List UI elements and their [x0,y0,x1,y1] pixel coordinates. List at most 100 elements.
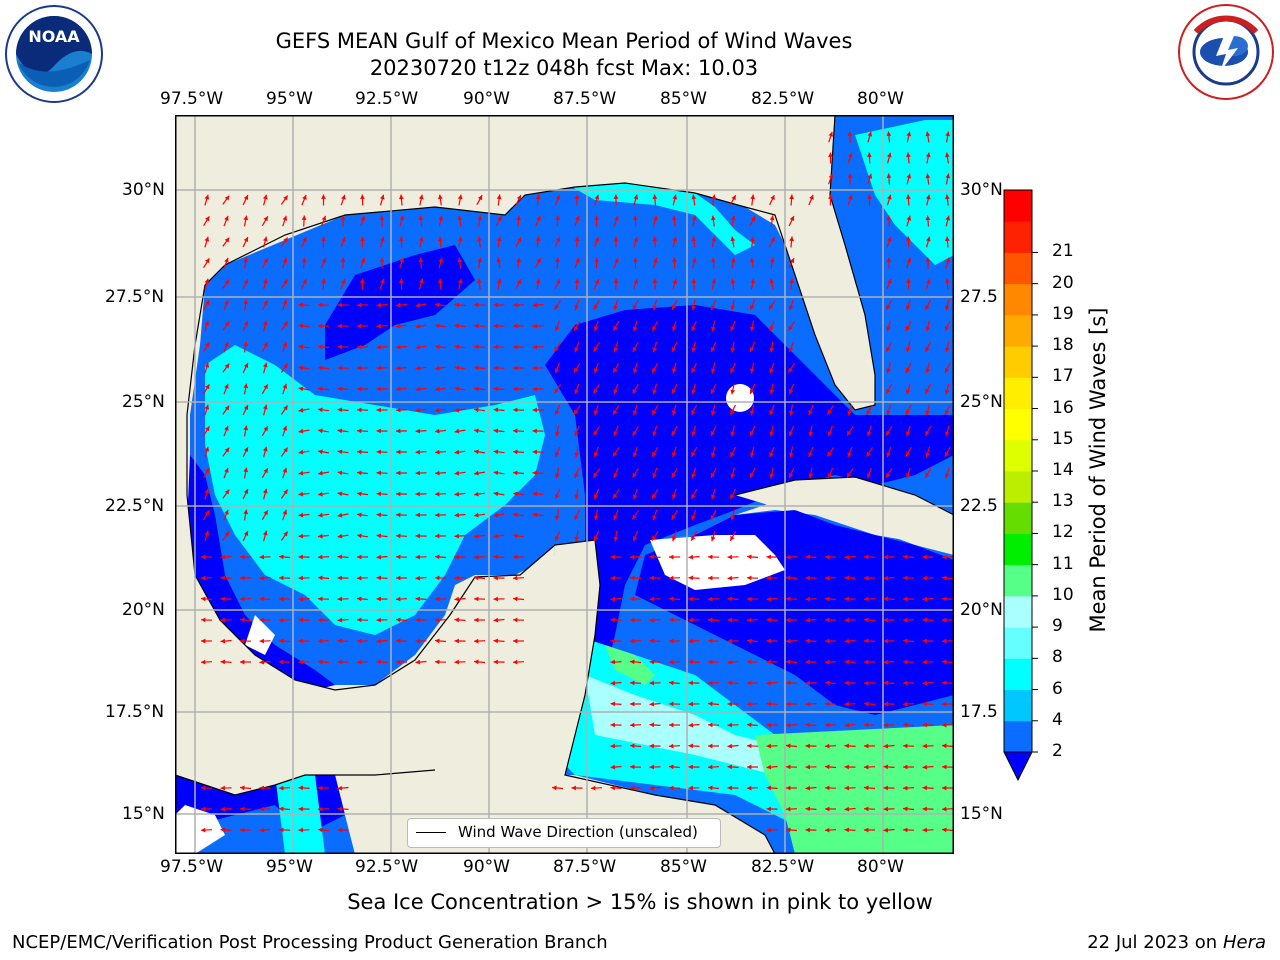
wind-arrow-head [376,554,382,560]
wind-arrow-head [688,575,694,581]
wind-arrow-head [633,257,638,262]
wind-arrow-head [243,237,249,242]
wind-arrow-head [240,617,245,623]
wind-arrow-head [847,430,852,436]
wind-arrow-head [298,407,304,413]
wind-arrow-head [844,701,849,707]
wind-arrow-head [610,743,615,749]
wind-arrow-head [805,554,811,560]
wind-arrow-head [883,701,888,707]
colorbar-tick: 20 [1052,272,1074,293]
wind-arrow-head [415,449,420,455]
wind-arrow-head [766,554,771,560]
wind-arrow-head [474,407,479,413]
wind-arrow-head [201,806,206,812]
wind-arrow-head [731,195,736,201]
wind-arrow-head [555,237,561,242]
wind-arrow-head [672,278,678,284]
wind-arrow-head [283,405,288,411]
wind-arrow-head [883,785,888,791]
wind-arrow-head [279,575,284,581]
colorbar-tick: 14 [1052,460,1074,480]
wind-arrow-head [614,215,619,221]
wind-arrow-head [376,428,381,434]
wind-arrow-head [396,428,401,434]
wind-arrow-head [337,449,343,455]
wind-arrow-head [653,215,658,221]
wind-arrow-head [224,257,229,263]
wind-arrow-head [263,510,268,516]
wind-arrow-head [883,575,889,581]
wind-arrow-head [632,410,638,416]
wind-arrow-head [357,344,362,350]
wind-arrow-head [942,806,947,812]
wind-arrow-head [769,347,775,353]
wind-arrow-head [649,596,654,602]
wind-arrow-head [708,554,713,560]
wind-arrow-head [593,304,598,310]
wind-arrow-head [593,472,598,478]
wind-arrow-head [613,515,618,521]
wind-arrow-head [376,302,382,308]
wind-arrow-head [653,257,658,263]
wind-arrow-head [846,472,852,478]
colorbar-segment [1004,283,1032,316]
wind-arrow-head [220,659,226,665]
wind-arrow-head [632,430,637,436]
wind-arrow-head [613,325,618,331]
wind-arrow-head [708,785,713,791]
wind-arrow-head [555,215,560,220]
wind-arrow-head [750,216,756,222]
wind-arrow-head [886,388,891,394]
wind-arrow-head [474,659,479,665]
wind-arrow-head [727,743,733,749]
wind-arrow-head [554,536,560,541]
wind-arrow-head [652,367,657,373]
lon-tick: 90°W [463,89,510,109]
wind-arrow-head [747,785,752,791]
wind-arrow-head [283,279,288,285]
land-yucatan [535,540,600,775]
wind-arrow-head [750,236,755,242]
wind-arrow-head [454,596,460,602]
wind-arrow-head [535,194,541,200]
footer-branch: NCEP/EMC/Verification Post Processing Pr… [12,932,608,953]
wind-arrow-head [887,236,892,242]
wind-arrow-head [496,236,502,242]
lat-tick: 25°N [960,392,1003,412]
wind-arrow-head [649,764,654,770]
wind-arrow-head [279,554,284,560]
wind-arrow-head [536,216,541,221]
wind-arrow-head [435,302,440,308]
wind-arrow-head [614,257,619,263]
wind-arrow-head [613,536,619,542]
wind-arrow-head [593,346,598,352]
wind-arrow-head [632,514,637,520]
wind-arrow-head [419,278,424,284]
wind-arrow-head [886,410,891,416]
wind-arrow-head [649,701,655,707]
wind-arrow-head [283,531,288,537]
wind-arrow-head [318,302,323,308]
wind-arrow-head [474,302,479,308]
wind-arrow-head [942,722,947,728]
wind-arrow-head [593,430,598,436]
wind-arrow-head [435,512,440,518]
wind-arrow-head [376,344,381,350]
wind-arrow-head [844,638,850,644]
wind-arrow-head [240,638,245,644]
wind-arrow-head [827,451,832,457]
wind-arrow-head [925,388,930,394]
wind-arrow-head [554,368,560,374]
wind-arrow-head [945,131,950,137]
wind-arrow-head [691,535,696,541]
colorbar-tick: 9 [1052,616,1063,637]
wind-arrow-head [925,430,930,436]
wind-arrow-head [691,325,696,331]
wind-arrow-head [903,764,908,770]
wind-arrow-head [496,278,502,284]
wind-arrow-head [220,575,226,581]
wind-arrow-head [788,305,794,311]
wind-arrow-head [944,473,950,479]
colorbar-tick: 17 [1052,366,1074,387]
